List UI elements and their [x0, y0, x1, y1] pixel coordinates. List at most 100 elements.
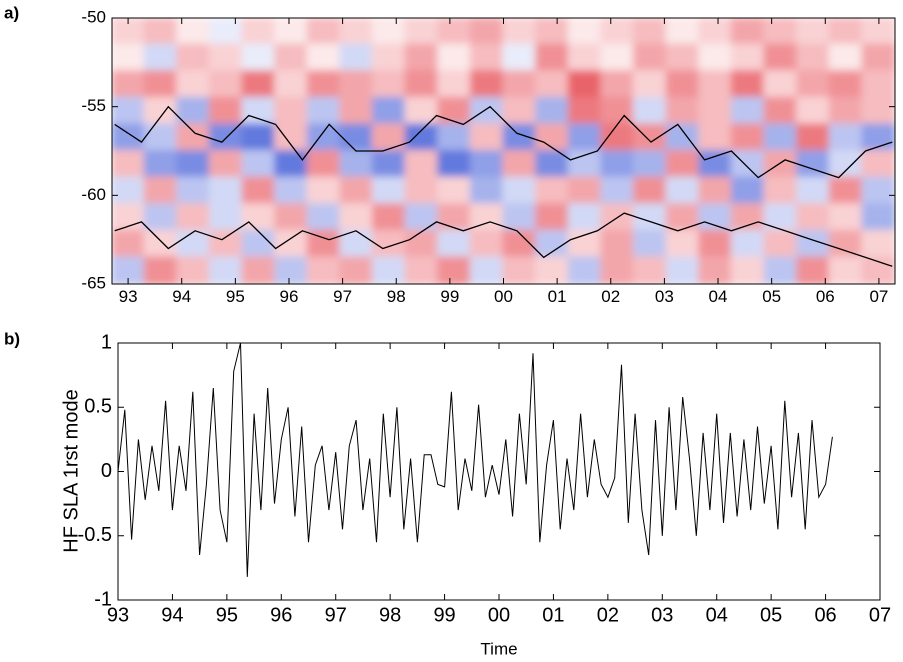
x-tick-label: 07: [869, 287, 888, 306]
heatmap-cell: [176, 43, 211, 73]
heatmap-cell: [339, 70, 374, 99]
heatmap: [112, 18, 895, 284]
heatmap-cell: [112, 18, 146, 46]
heatmap-cell: [176, 176, 211, 206]
x-tick-label: 95: [216, 604, 238, 626]
heatmap-cell: [404, 18, 440, 46]
heatmap-cell: [437, 229, 472, 259]
heatmap-cell: [274, 176, 309, 206]
heatmap-cell: [208, 43, 244, 73]
heatmap-cell: [796, 203, 831, 232]
x-axis-label: Time: [480, 639, 517, 658]
y-tick-label: -55: [81, 96, 106, 115]
heatmap-cell: [112, 96, 146, 126]
heatmap-cell: [176, 123, 211, 152]
heatmap-cell: [306, 203, 342, 232]
x-tick-label: 98: [379, 604, 401, 626]
heatmap-cell: [143, 256, 179, 284]
heatmap-cell: [633, 256, 668, 284]
heatmap-cell: [339, 176, 374, 206]
heatmap-cell: [469, 96, 505, 126]
heatmap-cell: [437, 256, 472, 284]
y-axis-label: HF SLA 1rst mode: [60, 389, 82, 552]
heatmap-cell: [861, 43, 895, 73]
heatmap-cell: [665, 70, 701, 99]
heatmap-cell: [633, 18, 668, 46]
heatmap-cell: [372, 256, 407, 284]
heatmap-cell: [404, 176, 440, 206]
x-tick-label: 03: [651, 604, 673, 626]
heatmap-cell: [861, 70, 895, 99]
heatmap-cell: [372, 150, 407, 179]
heatmap-cell: [828, 203, 864, 232]
heatmap-cell: [437, 150, 472, 179]
y-tick-label: -50: [81, 7, 106, 26]
heatmap-cell: [176, 203, 211, 232]
heatmap-cell: [306, 18, 342, 46]
heatmap-cell: [698, 123, 733, 152]
heatmap-cell: [469, 229, 505, 259]
x-tick-label: 98: [387, 287, 406, 306]
heatmap-cell: [861, 203, 895, 232]
heatmap-cell: [633, 96, 668, 126]
heatmap-cell: [796, 150, 831, 179]
front-line: [114, 105, 893, 179]
x-tick-label: 96: [270, 604, 292, 626]
heatmap-cell: [437, 123, 472, 152]
heatmap-cell: [502, 43, 538, 73]
heatmap-cell: [567, 203, 603, 232]
heatmap-cell: [600, 256, 635, 284]
heatmap-cells: [112, 18, 895, 284]
heatmap-cell: [600, 43, 635, 73]
heatmap-cell: [633, 43, 668, 73]
y-tick-label: 0.5: [84, 396, 112, 418]
heatmap-cell: [567, 256, 603, 284]
heatmap-cell: [698, 96, 733, 126]
heatmap-cell: [306, 43, 342, 73]
heatmap-cell: [730, 256, 766, 284]
y-tick-label: -0.5: [78, 524, 112, 546]
heatmap-cell: [274, 123, 309, 152]
heatmap-cell: [796, 176, 831, 206]
x-tick-label: 93: [107, 604, 129, 626]
heatmap-cell: [665, 256, 701, 284]
heatmap-cell: [698, 43, 733, 73]
heatmap-cell: [861, 123, 895, 152]
heatmap-cell: [404, 150, 440, 179]
heatmap-cell: [861, 176, 895, 206]
heatmap-cell: [600, 150, 635, 179]
y-tick-label: 0: [101, 460, 112, 482]
heatmap-cell: [730, 96, 766, 126]
heatmap-cell: [437, 70, 472, 99]
heatmap-cell: [828, 18, 864, 46]
heatmap-cell: [372, 123, 407, 152]
heatmap-cell: [698, 70, 733, 99]
heatmap-cell: [665, 176, 701, 206]
heatmap-cell: [730, 123, 766, 152]
heatmap-cell: [112, 176, 146, 206]
heatmap-cell: [208, 176, 244, 206]
heatmap-cell: [372, 43, 407, 73]
heatmap-cell: [176, 96, 211, 126]
heatmap-cell: [112, 150, 146, 179]
x-tick-label: 02: [597, 604, 619, 626]
heatmap-cell: [112, 123, 146, 152]
heatmap-cell: [730, 229, 766, 259]
heatmap-cell: [404, 123, 440, 152]
heatmap-cell: [633, 176, 668, 206]
heatmap-cell: [763, 150, 799, 179]
heatmap-cell: [306, 150, 342, 179]
heatmap-cell: [339, 203, 374, 232]
x-tick-label: 01: [548, 287, 567, 306]
heatmap-cell: [274, 229, 309, 259]
heatmap-cell: [339, 123, 374, 152]
heatmap-cell: [567, 43, 603, 73]
heatmap-cell: [502, 96, 538, 126]
heatmap-cell: [437, 203, 472, 232]
heatmap-cell: [208, 18, 244, 46]
heatmap-cell: [698, 203, 733, 232]
x-tick-label: 99: [433, 604, 455, 626]
y-tick-label: -65: [81, 273, 106, 292]
heatmap-cell: [600, 18, 635, 46]
